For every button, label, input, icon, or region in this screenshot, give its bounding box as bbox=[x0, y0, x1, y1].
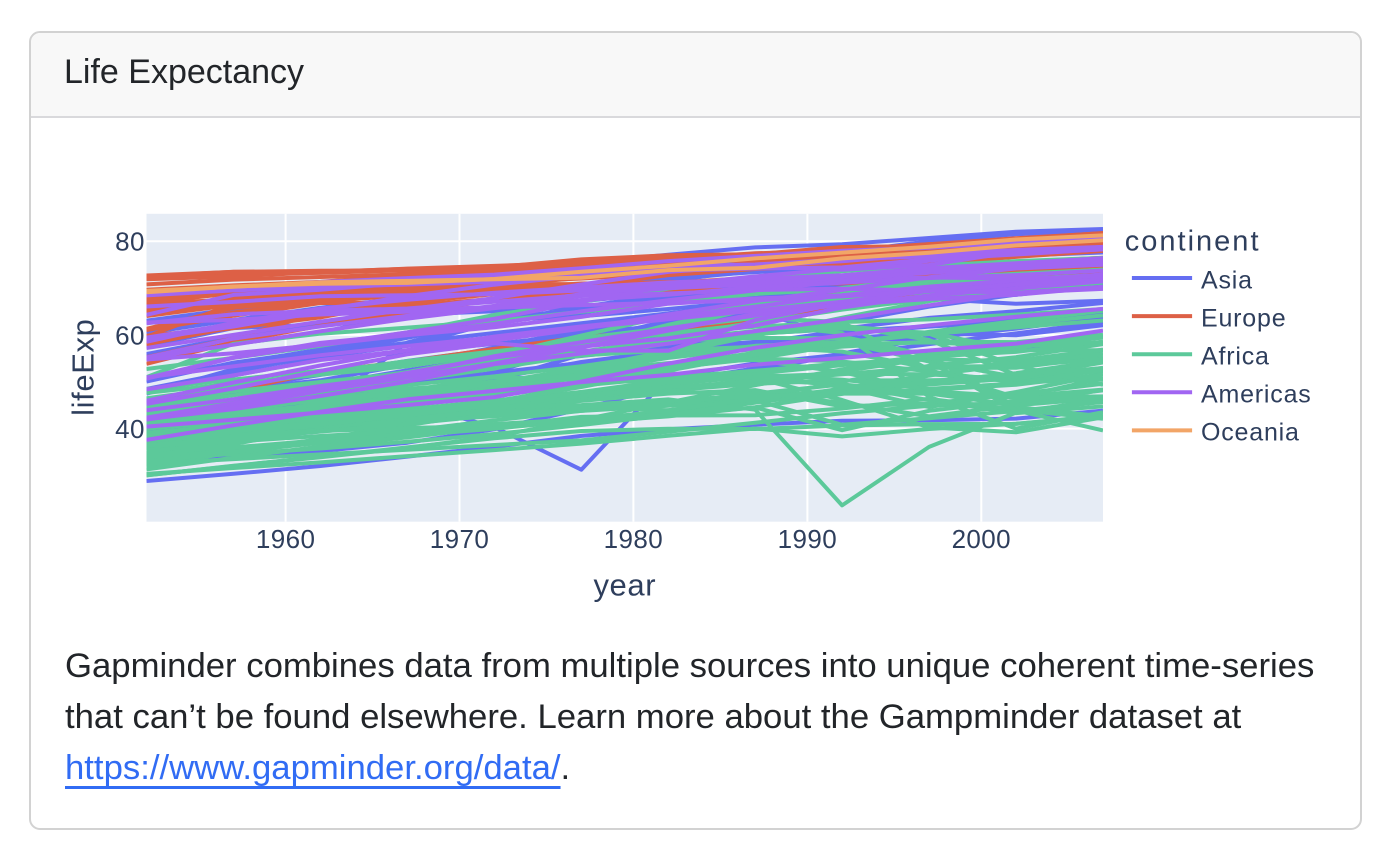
svg-text:60: 60 bbox=[115, 320, 145, 350]
svg-text:Europe: Europe bbox=[1201, 304, 1286, 332]
svg-text:1960: 1960 bbox=[256, 524, 315, 554]
svg-text:1980: 1980 bbox=[604, 524, 663, 554]
svg-text:1970: 1970 bbox=[430, 524, 489, 554]
svg-text:Oceania: Oceania bbox=[1201, 419, 1300, 447]
svg-text:Americas: Americas bbox=[1201, 381, 1312, 409]
svg-text:year: year bbox=[593, 567, 656, 602]
svg-text:lifeExp: lifeExp bbox=[66, 319, 101, 416]
svg-text:Africa: Africa bbox=[1201, 343, 1270, 371]
svg-text:Asia: Asia bbox=[1201, 266, 1253, 294]
svg-text:80: 80 bbox=[115, 227, 145, 257]
svg-text:2000: 2000 bbox=[952, 524, 1011, 554]
svg-text:1990: 1990 bbox=[778, 524, 837, 554]
svg-text:40: 40 bbox=[115, 414, 145, 444]
svg-text:continent: continent bbox=[1125, 225, 1261, 257]
